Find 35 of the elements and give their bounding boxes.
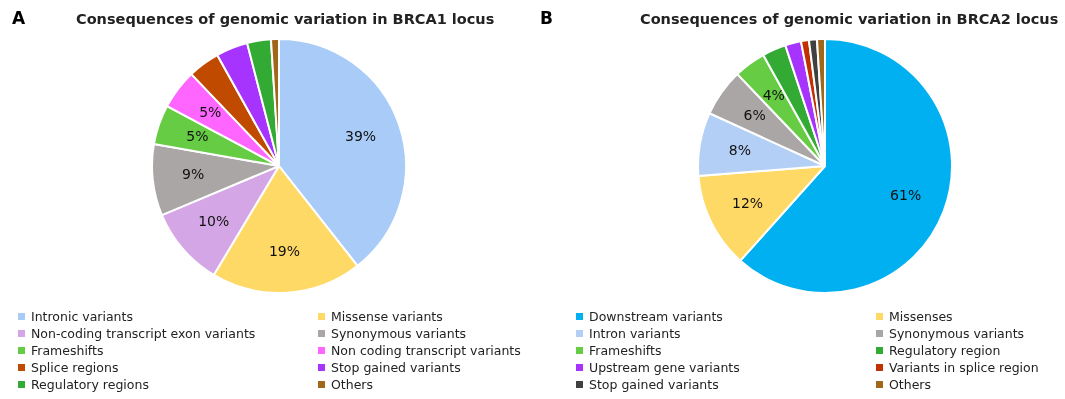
data-label: 61% <box>890 187 922 204</box>
legend-label: Intronic variants <box>31 308 133 324</box>
legend-label: Non-coding transcript exon variants <box>31 325 256 341</box>
legend-label: Regulatory regions <box>31 376 149 392</box>
data-label: 19% <box>268 242 301 259</box>
data-label: 10% <box>198 213 230 230</box>
legend-label: Stop gained variants <box>331 359 461 375</box>
data-label: 5% <box>186 128 209 145</box>
legend-label: Non coding transcript variants <box>331 342 521 358</box>
legend-label: Others <box>889 376 932 392</box>
data-label: 12% <box>732 194 764 211</box>
data-label: 4% <box>762 87 785 104</box>
legend-label: Upstream gene variants <box>589 359 740 375</box>
data-label: 39% <box>345 128 377 145</box>
legend-label: Intron variants <box>589 325 681 341</box>
chart-title: Consequences of genomic variation in BRCA1 locus <box>75 11 495 27</box>
legend-label: Others <box>331 376 374 392</box>
text: B <box>539 8 554 28</box>
text: A <box>11 8 27 28</box>
legend-label: Frameshifts <box>589 342 662 358</box>
legend-label: Synonymous variants <box>889 325 1025 341</box>
legend-label: Downstream variants <box>589 308 723 324</box>
data-label: 6% <box>743 106 766 123</box>
data-label: 9% <box>182 166 205 183</box>
legend-label: Missenses <box>889 308 953 324</box>
legend-label: Variants in splice region <box>889 359 1039 375</box>
legend-label: Splice regions <box>31 359 119 375</box>
data-label: 8% <box>728 141 752 158</box>
legend-label: Synonymous variants <box>331 325 467 341</box>
legend-label: Missense variants <box>331 308 443 324</box>
chart-title: Consequences of genomic variation in BRCA2 locus <box>639 11 1059 27</box>
data-label: 5% <box>199 104 222 121</box>
legend-label: Regulatory region <box>889 342 1001 358</box>
legend-label: Stop gained variants <box>589 376 719 392</box>
legend-label: Frameshifts <box>31 342 104 358</box>
